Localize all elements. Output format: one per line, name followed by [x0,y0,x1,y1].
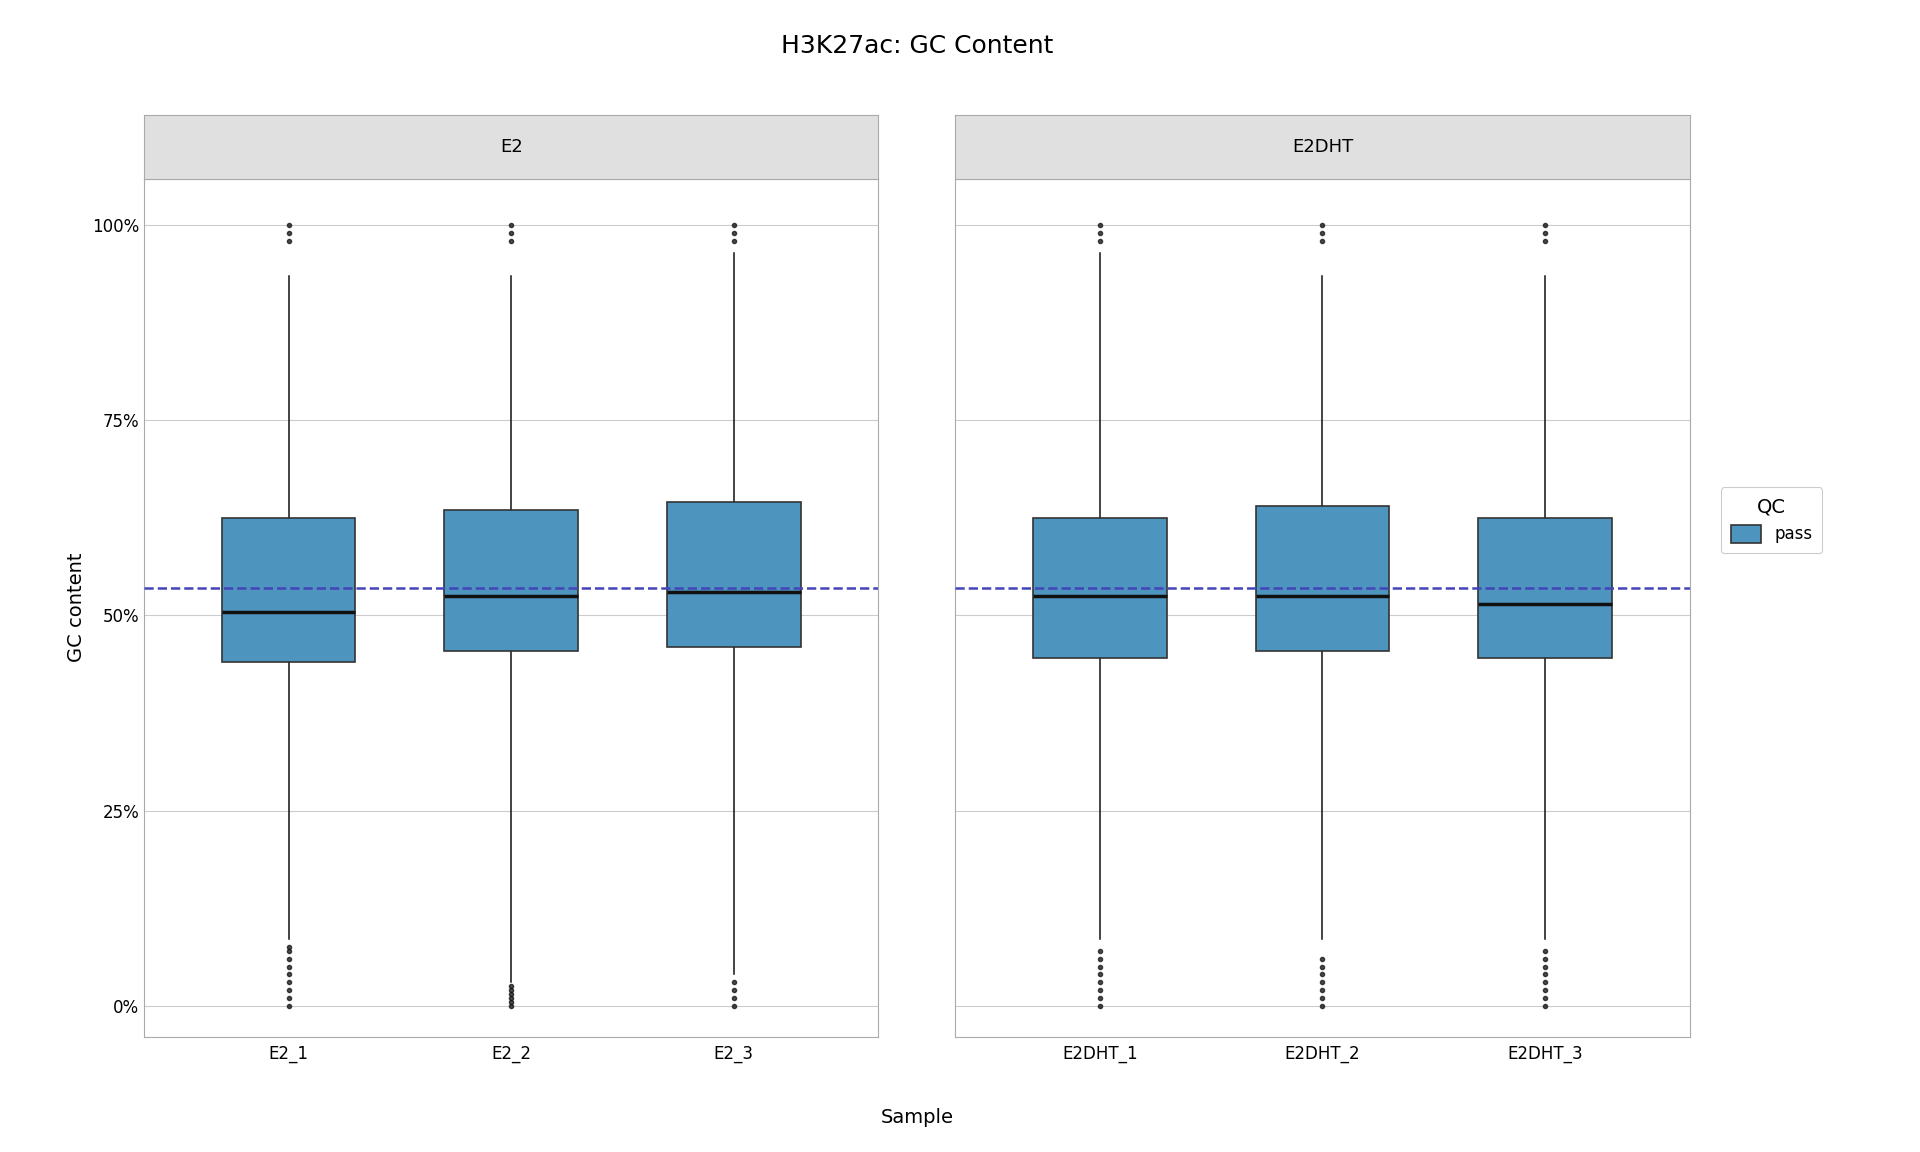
Bar [1478,518,1611,659]
Bar [223,518,355,662]
Text: H3K27ac: GC Content: H3K27ac: GC Content [781,35,1052,58]
Text: Sample: Sample [879,1108,954,1127]
Y-axis label: GC content: GC content [67,553,86,662]
Legend: pass: pass [1720,487,1822,553]
Text: E2DHT: E2DHT [1292,138,1354,156]
Bar [1033,518,1167,659]
Bar [666,502,801,646]
Bar [1256,506,1390,651]
Bar [444,510,578,651]
Text: E2: E2 [499,138,522,156]
